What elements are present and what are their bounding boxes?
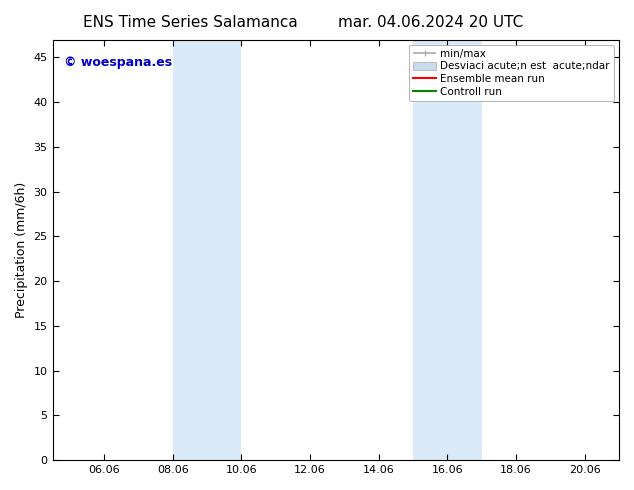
- Text: © woespana.es: © woespana.es: [64, 56, 172, 69]
- Text: mar. 04.06.2024 20 UTC: mar. 04.06.2024 20 UTC: [339, 15, 524, 30]
- Text: ENS Time Series Salamanca: ENS Time Series Salamanca: [83, 15, 297, 30]
- Bar: [413, 40, 482, 460]
- Bar: [172, 40, 242, 460]
- Y-axis label: Precipitation (mm/6h): Precipitation (mm/6h): [15, 182, 28, 318]
- Legend: min/max, Desviaci acute;n est  acute;ndar, Ensemble mean run, Controll run: min/max, Desviaci acute;n est acute;ndar…: [409, 45, 614, 101]
